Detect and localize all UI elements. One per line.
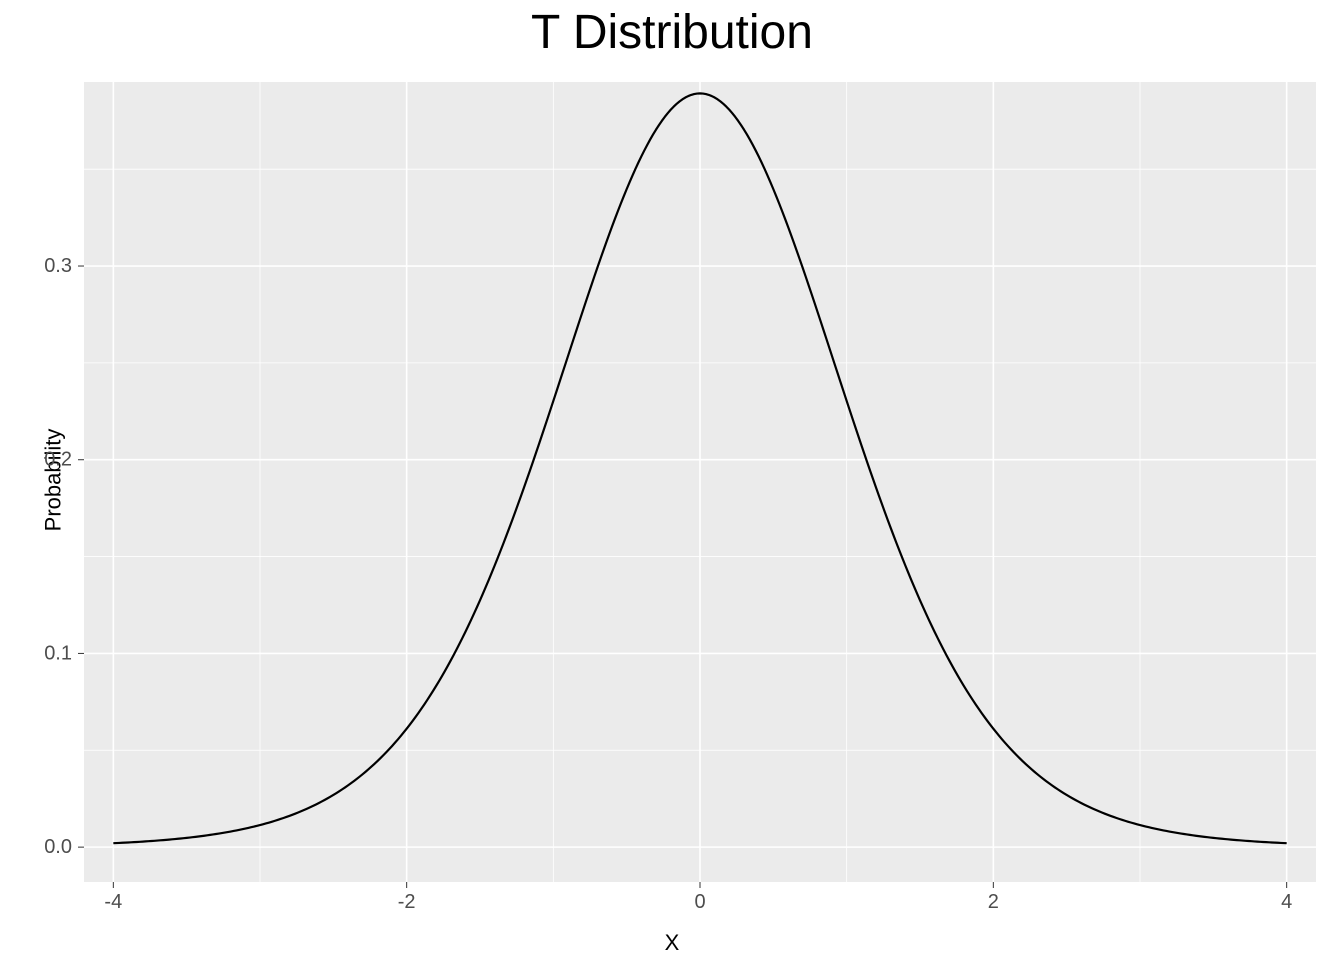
x-tick-label: -2 — [398, 891, 416, 913]
line-chart: -4 -2 0 2 4 0.0 0.1 0.2 0.3 — [0, 0, 1344, 960]
x-tick-label: 4 — [1281, 891, 1292, 913]
chart-container: T Distribution Probability X -4-20240.00… — [0, 0, 1344, 960]
y-tick-label: 0.0 — [44, 836, 72, 858]
x-tick-label: -4 — [104, 891, 122, 913]
x-tick-label: 2 — [988, 891, 999, 913]
x-tick-label: 0 — [694, 891, 705, 913]
y-tick-label: 0.3 — [44, 255, 72, 277]
y-tick-label: 0.2 — [44, 449, 72, 471]
y-tick-label: 0.1 — [44, 642, 72, 664]
